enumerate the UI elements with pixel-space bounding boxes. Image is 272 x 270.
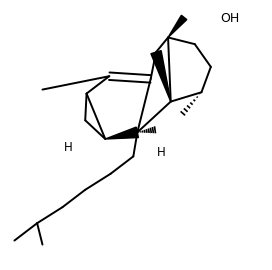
Text: H: H [63, 140, 72, 154]
Polygon shape [105, 127, 138, 139]
Polygon shape [151, 51, 171, 102]
Text: H: H [157, 146, 166, 159]
Polygon shape [168, 15, 187, 38]
Text: OH: OH [220, 12, 239, 25]
